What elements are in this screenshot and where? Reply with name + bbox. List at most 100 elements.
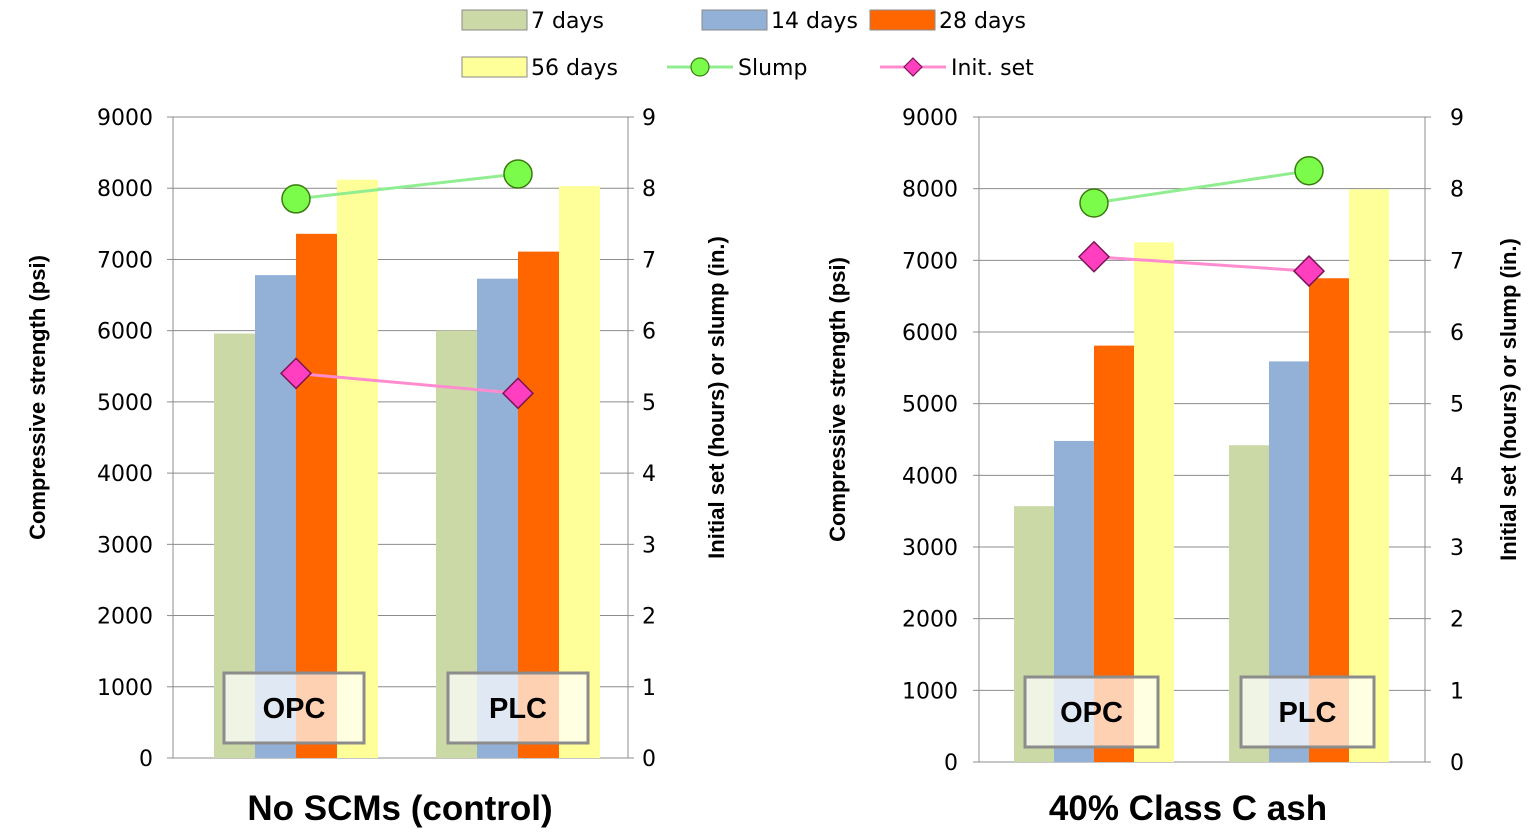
y2-tick-label: 1 [1450, 679, 1464, 704]
chart-title: 40% Class C ash [1049, 789, 1327, 828]
y2-axis-label: Initial set (hours) or slump (in.) [1496, 238, 1521, 561]
legend-swatch [869, 9, 936, 31]
y-tick-label: 2000 [97, 605, 153, 630]
y-tick-label: 5000 [902, 393, 958, 418]
marker-slump-opc [281, 184, 311, 214]
legend: 7 days 14 days 28 days 56 days Slump Init. se… [461, 9, 1034, 81]
bar-56-days-opc [337, 179, 378, 759]
legend-marker [690, 57, 710, 77]
y2-tick-label: 0 [642, 747, 656, 772]
y-tick-label: 3000 [902, 536, 958, 561]
bars [214, 179, 600, 759]
legend-item-56-days: 56 days [461, 56, 618, 81]
legend-swatch [461, 56, 528, 78]
y2-tick-label: 3 [642, 533, 656, 558]
category-box [1023, 675, 1160, 749]
bar-56-days-opc [1134, 242, 1174, 762]
legend-item-14-days: 14 days [701, 9, 858, 34]
category-label-plc: PLC [1239, 675, 1376, 749]
y-tick-label: 1000 [97, 676, 153, 701]
legend-label: Init. set [951, 56, 1034, 81]
category-label-opc: OPC [222, 671, 366, 745]
y-tick-label: 4000 [902, 464, 958, 489]
y-tick-label: 9000 [97, 106, 153, 131]
chart-title: No SCMs (control) [247, 789, 552, 828]
category-box [446, 671, 590, 745]
y2-axis-label: Initial set (hours) or slump (in.) [704, 236, 729, 559]
y2-tick-label: 0 [1450, 751, 1464, 776]
y2-tick-label: 7 [1450, 249, 1464, 274]
line-init-set [1093, 255, 1310, 273]
y-tick-label: 4000 [97, 462, 153, 487]
y2-tick-label: 5 [642, 391, 656, 416]
legend-item-7-days: 7 days [461, 9, 604, 34]
bars [1014, 189, 1389, 763]
marker-slump-opc [1079, 188, 1109, 218]
bar-56-days-plc [559, 186, 600, 758]
line-series [279, 159, 535, 410]
marker-slump-plc [1294, 156, 1324, 186]
legend-label: Slump [738, 56, 807, 81]
chart-panel-1: OPC PLC 0 1000 2000 3000 4000 5000 6000 7000 8000 9… [25, 106, 729, 828]
y2-tick-label: 2 [1450, 608, 1464, 633]
y2-tick-label: 6 [642, 320, 656, 345]
y2-tick-label: 7 [642, 248, 656, 273]
legend-label: 14 days [771, 9, 858, 34]
y-tick-label: 6000 [97, 320, 153, 345]
y2-tick-label: 3 [1450, 536, 1464, 561]
marker-init-set-opc [279, 357, 313, 390]
y-tick-label: 8000 [902, 178, 958, 203]
y-tick-label: 3000 [97, 533, 153, 558]
line-slump [295, 172, 519, 201]
y2-tick-label: 1 [642, 676, 656, 701]
legend-item-init-set: Init. set [880, 56, 1034, 81]
y2-tick-label: 4 [642, 462, 656, 487]
legend-item-28-days: 28 days [869, 9, 1026, 34]
y-tick-label: 2000 [902, 608, 958, 633]
y2-tick-label: 8 [1450, 178, 1464, 203]
line-slump [1093, 169, 1310, 205]
y2-tick-label: 9 [1450, 106, 1464, 131]
category-box [222, 671, 366, 745]
y-tick-label: 1000 [902, 679, 958, 704]
line-init-set [295, 371, 519, 395]
marker-init-set-opc [1077, 240, 1111, 273]
y-tick-label: 8000 [97, 177, 153, 202]
legend-label: 56 days [531, 56, 618, 81]
legend-label: 7 days [531, 9, 604, 34]
y2-tick-label: 4 [1450, 464, 1464, 489]
y-tick-label: 7000 [97, 248, 153, 273]
marker-slump-plc [503, 159, 533, 189]
category-text: OPC [263, 693, 326, 725]
y-tick-label: 5000 [97, 391, 153, 416]
y-tick-label: 7000 [902, 249, 958, 274]
y2-tick-label: 8 [642, 177, 656, 202]
category-box [1239, 675, 1376, 749]
y-tick-label: 0 [944, 751, 958, 776]
line-series [1077, 156, 1326, 288]
y2-tick-label: 9 [642, 106, 656, 131]
bar-56-days-plc [1349, 189, 1389, 763]
legend-label: 28 days [939, 9, 1026, 34]
category-text: OPC [1060, 697, 1123, 729]
y-axis-label: Compressive strength (psi) [25, 255, 50, 540]
legend-swatch [461, 9, 528, 31]
y2-tick-label: 2 [642, 605, 656, 630]
legend-item-slump: Slump [667, 56, 807, 81]
marker-init-set-plc [501, 377, 535, 410]
y-tick-label: 6000 [902, 321, 958, 346]
y-tick-label: 9000 [902, 106, 958, 131]
marker-init-set-plc [1292, 255, 1326, 288]
y-axis-label: Compressive strength (psi) [825, 257, 850, 542]
legend-swatch [701, 9, 768, 31]
legend-marker [903, 57, 923, 77]
chart-panel-2: OPC PLC 0 1000 2000 3000 4000 5000 6000 7000 8000 9… [825, 106, 1521, 828]
y-tick-label: 0 [139, 747, 153, 772]
category-text: PLC [1279, 697, 1337, 729]
y2-tick-label: 5 [1450, 393, 1464, 418]
bar-28-days-opc [296, 233, 337, 758]
category-text: PLC [489, 693, 547, 725]
category-label-opc: OPC [1023, 675, 1160, 749]
category-label-plc: PLC [446, 671, 590, 745]
